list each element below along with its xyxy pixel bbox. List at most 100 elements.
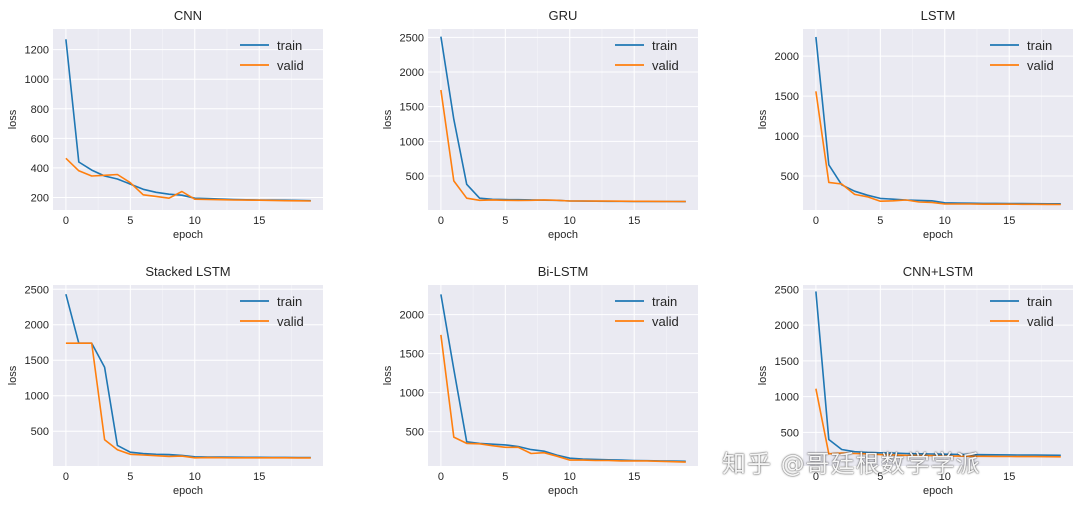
y-tick-label: 500 [406, 171, 424, 183]
subplot-6: 0 5 10 15 500 1000 1500 2000 2500 CNN+LSTM epoch lo… [757, 264, 1073, 497]
subplot-2: 0 5 10 15 500 1000 1500 2000 2500 GRU epoch loss tra… [382, 8, 698, 241]
legend-label-valid: valid [1027, 58, 1054, 73]
y-tick-label: 1500 [775, 356, 799, 368]
y-tick-label: 1000 [775, 392, 799, 404]
y-tick-label: 1500 [775, 91, 799, 103]
y-tick-label: 2000 [775, 51, 799, 63]
x-axis-label: epoch [548, 485, 578, 497]
x-tick-label: 0 [813, 471, 819, 483]
x-tick-label: 10 [189, 215, 201, 227]
x-axis-label: epoch [173, 485, 203, 497]
y-tick-label: 600 [31, 133, 49, 145]
legend-label-valid: valid [277, 58, 304, 73]
y-tick-label: 800 [31, 104, 49, 116]
x-tick-label: 10 [189, 471, 201, 483]
x-tick-label: 0 [438, 215, 444, 227]
subplot-4: 0 5 10 15 500 1000 1500 2000 2500 Stacked LSTM epo… [7, 264, 323, 497]
x-tick-label: 10 [939, 215, 951, 227]
subplot-5: 0 5 10 15 500 1000 1500 2000 Bi-LSTM epoch loss tra… [382, 264, 698, 497]
series-line-valid [440, 89, 686, 203]
subplot-1: 0 5 10 15 200 400 600 800 1000 1200 CNN epoch loss tr… [7, 8, 323, 241]
y-tick-label: 2000 [25, 320, 49, 332]
x-tick-label: 5 [127, 215, 133, 227]
y-tick-label: 2000 [775, 320, 799, 332]
x-tick-label: 5 [502, 215, 508, 227]
y-tick-label: 1500 [400, 102, 424, 114]
subplot-title: LSTM [921, 8, 956, 23]
y-tick-label: 1500 [25, 355, 49, 367]
y-tick-label: 1200 [25, 45, 49, 57]
y-tick-label: 1000 [400, 136, 424, 148]
plot-area [428, 29, 698, 210]
y-tick-label: 2500 [775, 284, 799, 296]
subplot-title: Bi-LSTM [538, 264, 589, 279]
x-axis-label: epoch [548, 229, 578, 241]
legend-label-train: train [652, 294, 677, 309]
y-tick-label: 2000 [400, 310, 424, 322]
x-tick-label: 15 [628, 471, 640, 483]
series-line-valid [65, 342, 311, 459]
subplot-title: CNN [174, 8, 202, 23]
legend-label-valid: valid [277, 314, 304, 329]
series-line-valid [815, 91, 1061, 206]
y-axis-label: loss [7, 365, 19, 385]
series-line-valid [65, 157, 311, 202]
x-tick-label: 5 [127, 471, 133, 483]
x-tick-label: 0 [438, 471, 444, 483]
subplot-3: 0 5 10 15 500 1000 1500 2000 LSTM epoch loss train v… [757, 8, 1073, 241]
x-tick-label: 15 [1003, 215, 1015, 227]
y-tick-label: 2000 [400, 67, 424, 79]
watermark: 知乎 @哥廷根数学学派 [722, 450, 981, 478]
legend-label-train: train [652, 38, 677, 53]
x-axis-label: epoch [923, 229, 953, 241]
plot-area [53, 285, 323, 466]
x-tick-label: 5 [877, 471, 883, 483]
legend-label-valid: valid [652, 314, 679, 329]
x-tick-label: 10 [939, 471, 951, 483]
x-tick-label: 0 [63, 215, 69, 227]
y-tick-label: 2500 [400, 32, 424, 44]
y-axis-label: loss [382, 365, 394, 385]
x-tick-label: 15 [1003, 471, 1015, 483]
legend-label-valid: valid [1027, 314, 1054, 329]
subplot-title: Stacked LSTM [145, 264, 230, 279]
series-line-train [815, 291, 1061, 457]
y-axis-label: loss [757, 365, 769, 385]
y-tick-label: 1500 [400, 349, 424, 361]
legend-label-train: train [277, 294, 302, 309]
subplot-title: CNN+LSTM [903, 264, 973, 279]
x-tick-label: 15 [253, 215, 265, 227]
y-tick-label: 1000 [25, 74, 49, 86]
x-tick-label: 5 [502, 471, 508, 483]
x-tick-label: 10 [564, 215, 576, 227]
y-tick-label: 500 [781, 427, 799, 439]
legend-label-train: train [277, 38, 302, 53]
y-axis-label: loss [757, 109, 769, 129]
x-axis-label: epoch [173, 229, 203, 241]
y-tick-label: 500 [781, 171, 799, 183]
plot-area [803, 285, 1073, 466]
y-axis-label: loss [382, 109, 394, 129]
y-tick-label: 200 [31, 192, 49, 204]
x-tick-label: 0 [63, 471, 69, 483]
legend-label-train: train [1027, 38, 1052, 53]
y-tick-label: 400 [31, 163, 49, 175]
x-tick-label: 15 [253, 471, 265, 483]
y-axis-label: loss [7, 109, 19, 129]
legend-label-train: train [1027, 294, 1052, 309]
series-line-valid [440, 334, 686, 463]
x-axis-label: epoch [923, 485, 953, 497]
y-tick-label: 500 [406, 427, 424, 439]
series-line-valid [815, 388, 1061, 458]
y-tick-label: 2500 [25, 284, 49, 296]
subplot-title: GRU [549, 8, 578, 23]
x-tick-label: 5 [877, 215, 883, 227]
y-tick-label: 1000 [775, 131, 799, 143]
y-tick-label: 500 [31, 426, 49, 438]
legend-label-valid: valid [652, 58, 679, 73]
x-tick-label: 10 [564, 471, 576, 483]
x-tick-label: 15 [628, 215, 640, 227]
y-tick-label: 1000 [400, 388, 424, 400]
plot-area [428, 285, 698, 466]
